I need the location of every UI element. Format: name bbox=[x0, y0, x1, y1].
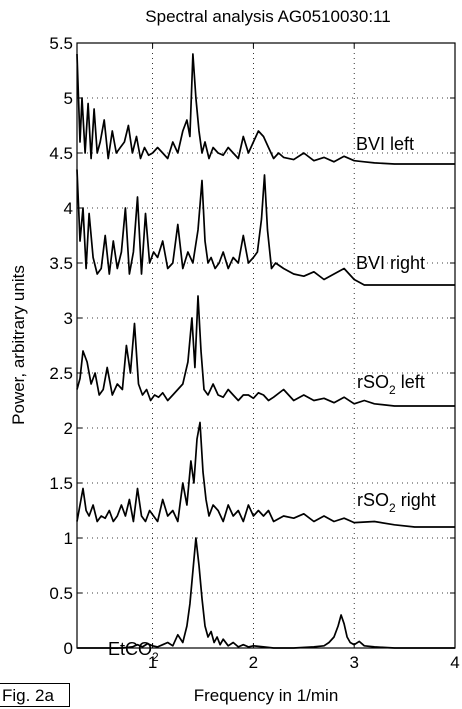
annotation-label-1: BVI right bbox=[356, 253, 425, 273]
x-tick-label-1: 2 bbox=[249, 653, 258, 672]
y-tick-label-4: 2 bbox=[64, 419, 73, 438]
x-tick-label-3: 4 bbox=[450, 653, 459, 672]
y-tick-label-0: 0 bbox=[64, 639, 73, 658]
y-axis-label: Power, arbitrary units bbox=[9, 265, 28, 425]
series-group bbox=[76, 53, 455, 649]
figure-label: Fig. 2a bbox=[0, 683, 70, 707]
plot-frame bbox=[76, 42, 456, 649]
chart-title: Spectral analysis AG0510030:11 bbox=[145, 7, 390, 26]
y-tick-label-8: 4 bbox=[64, 199, 73, 218]
y-tick-label-7: 3.5 bbox=[49, 254, 73, 273]
y-tick-label-9: 4.5 bbox=[49, 144, 73, 163]
series-line-3 bbox=[76, 421, 455, 528]
series-line-1 bbox=[76, 169, 455, 286]
y-tick-label-5: 2.5 bbox=[49, 364, 73, 383]
y-tick-label-1: 0.5 bbox=[49, 584, 73, 603]
y-tick-label-6: 3 bbox=[64, 309, 73, 328]
series-line-0 bbox=[76, 53, 455, 165]
x-axis-label: Frequency in 1/min bbox=[194, 686, 339, 705]
y-tick-label-10: 5 bbox=[64, 89, 73, 108]
series-line-2 bbox=[76, 295, 455, 407]
annotation-label-0: BVI left bbox=[356, 134, 414, 154]
series-annotations: BVI left BVI right rSO2 left rSO2 right EtCO… bbox=[108, 134, 436, 664]
series-line-4 bbox=[77, 537, 455, 649]
y-tick-label-2: 1 bbox=[64, 529, 73, 548]
annotation-label-4: EtCO2 bbox=[108, 639, 159, 664]
axis-ticks: 0 0.5 1 1.5 2 2.5 3 3.5 4 4.5 5 5.5 1 2 3 4 bbox=[49, 34, 459, 672]
annotation-label-2: rSO2 left bbox=[357, 372, 425, 397]
x-tick-label-2: 3 bbox=[349, 653, 358, 672]
y-tick-label-3: 1.5 bbox=[49, 474, 73, 493]
y-tick-label-11: 5.5 bbox=[49, 34, 73, 53]
x-tick-label-0: 1 bbox=[148, 653, 157, 672]
annotation-label-3: rSO2 right bbox=[357, 490, 436, 515]
